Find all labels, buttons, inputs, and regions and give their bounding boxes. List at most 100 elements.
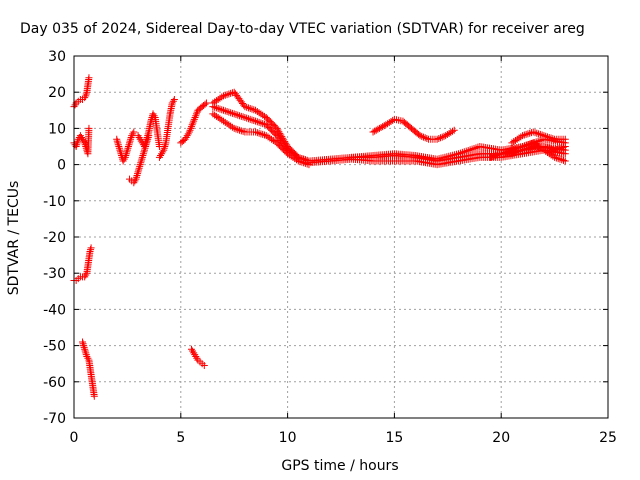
data-point <box>298 158 306 166</box>
data-point <box>81 345 89 353</box>
data-point <box>520 131 528 139</box>
data-point <box>285 151 293 159</box>
data-point <box>147 117 155 125</box>
data-point <box>435 135 443 143</box>
x-tick-label: 20 <box>492 430 510 446</box>
data-point <box>191 351 199 359</box>
data-point <box>187 123 195 131</box>
data-point <box>82 351 90 359</box>
marks-layer <box>70 74 569 400</box>
data-point <box>188 121 196 129</box>
data-point <box>255 118 263 126</box>
data-point <box>214 104 222 112</box>
data-point <box>141 141 149 149</box>
data-point <box>74 137 82 145</box>
x-tick-label: 10 <box>279 430 297 446</box>
data-point <box>257 130 265 138</box>
data-point <box>253 118 261 126</box>
data-point <box>549 135 557 143</box>
data-point <box>221 91 229 99</box>
data-point <box>554 155 562 163</box>
data-point <box>561 143 569 150</box>
series-arc-small <box>113 128 138 165</box>
data-point <box>510 149 518 157</box>
data-point <box>371 127 379 135</box>
data-point <box>82 271 90 279</box>
data-point <box>448 127 456 135</box>
data-point <box>450 126 458 134</box>
data-point <box>187 345 195 353</box>
data-point <box>228 109 236 117</box>
data-point <box>81 273 89 281</box>
data-point <box>190 349 198 357</box>
data-point <box>225 90 233 98</box>
data-point <box>90 392 98 400</box>
data-point <box>192 110 200 118</box>
data-point <box>124 144 132 152</box>
data-point <box>135 133 143 141</box>
data-point <box>418 132 426 140</box>
data-point <box>232 111 240 119</box>
data-point <box>138 153 146 161</box>
data-point <box>116 146 124 154</box>
data-point <box>132 173 140 181</box>
data-point <box>139 152 147 160</box>
data-point <box>184 130 192 138</box>
data-point <box>547 145 555 153</box>
y-tick-label: -30 <box>43 266 66 282</box>
data-point <box>122 150 130 158</box>
data-point <box>81 347 89 355</box>
data-point <box>536 144 544 152</box>
data-point <box>225 108 233 116</box>
data-point <box>234 126 242 134</box>
data-point <box>268 135 276 143</box>
data-point <box>440 132 448 140</box>
data-point <box>259 111 267 119</box>
data-point <box>543 144 551 152</box>
data-point <box>161 143 169 150</box>
data-point <box>511 149 519 157</box>
y-tick-label: -60 <box>43 375 66 391</box>
data-point <box>77 133 85 141</box>
data-point <box>73 139 81 147</box>
data-point <box>122 152 130 160</box>
grid-layer <box>74 56 608 418</box>
data-point <box>190 115 198 123</box>
data-point <box>524 130 532 138</box>
data-point <box>186 126 194 134</box>
data-point <box>85 74 93 82</box>
data-point <box>209 110 217 118</box>
y-tick-label: -10 <box>43 194 66 210</box>
data-point <box>241 114 249 122</box>
data-point <box>83 352 91 360</box>
data-point <box>227 109 235 117</box>
data-point <box>113 135 121 143</box>
data-point <box>159 148 167 156</box>
data-point <box>529 128 537 136</box>
data-point <box>558 144 566 152</box>
data-point <box>560 143 567 151</box>
data-point <box>144 130 152 138</box>
data-point <box>253 108 261 116</box>
data-point <box>86 247 94 255</box>
data-point <box>284 150 292 158</box>
data-point <box>369 128 377 136</box>
data-point <box>81 94 89 102</box>
data-point <box>183 132 191 140</box>
data-point <box>294 157 302 165</box>
data-point <box>214 114 222 122</box>
data-point <box>136 162 144 170</box>
data-point <box>511 136 519 144</box>
data-point <box>130 179 138 187</box>
data-point <box>223 120 231 128</box>
data-point <box>494 151 502 159</box>
data-point <box>243 114 251 122</box>
data-point <box>190 117 198 125</box>
data-point <box>243 103 251 111</box>
data-point <box>561 157 569 165</box>
data-point <box>216 115 224 123</box>
data-point <box>142 137 150 145</box>
data-point <box>223 108 231 116</box>
data-point <box>218 106 226 114</box>
data-point <box>189 119 197 127</box>
